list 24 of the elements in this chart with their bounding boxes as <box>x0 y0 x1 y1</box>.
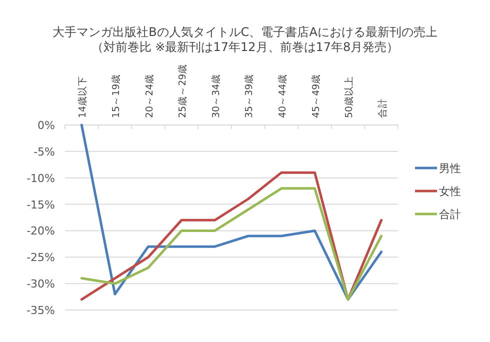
x-tick-label: 50歳以上 <box>343 76 356 118</box>
x-tick-label: 14歳以下 <box>76 76 89 118</box>
x-tick-label: 15～19歳 <box>110 74 122 118</box>
x-tick-label: 40～44歳 <box>276 74 288 118</box>
x-tick-label: 45～49歳 <box>310 74 322 118</box>
y-tick-label: -35% <box>26 304 55 317</box>
chart-subtitle: （対前巻比 ※最新刊は17年12月、前巻は17年8月発売） <box>91 40 399 54</box>
y-tick-label: -10% <box>26 172 55 185</box>
x-tick-label: 35～39歳 <box>243 74 256 118</box>
y-tick-label: -30% <box>26 278 55 291</box>
y-tick-label: -5% <box>34 145 55 158</box>
x-tick-label: 30～34歳 <box>210 74 222 118</box>
legend-label: 男性 <box>439 162 461 175</box>
y-tick-label: -25% <box>26 251 55 264</box>
y-tick-label: -20% <box>26 224 55 238</box>
y-tick-label: -15% <box>26 198 55 212</box>
legend-label: 女性 <box>439 185 461 198</box>
line-series <box>80 124 383 301</box>
x-tick-label: 合計 <box>376 98 388 118</box>
x-tick-label: 20～24歳 <box>143 74 156 118</box>
legend-label: 合計 <box>439 208 461 221</box>
chart-title: 大手マンガ出版社Bの人気タイトルC、電子書店Aにおける最新刊の売上 <box>52 25 438 39</box>
x-tick-label: 25歳～29歳 <box>176 64 189 118</box>
y-tick-label: 0% <box>38 119 55 132</box>
